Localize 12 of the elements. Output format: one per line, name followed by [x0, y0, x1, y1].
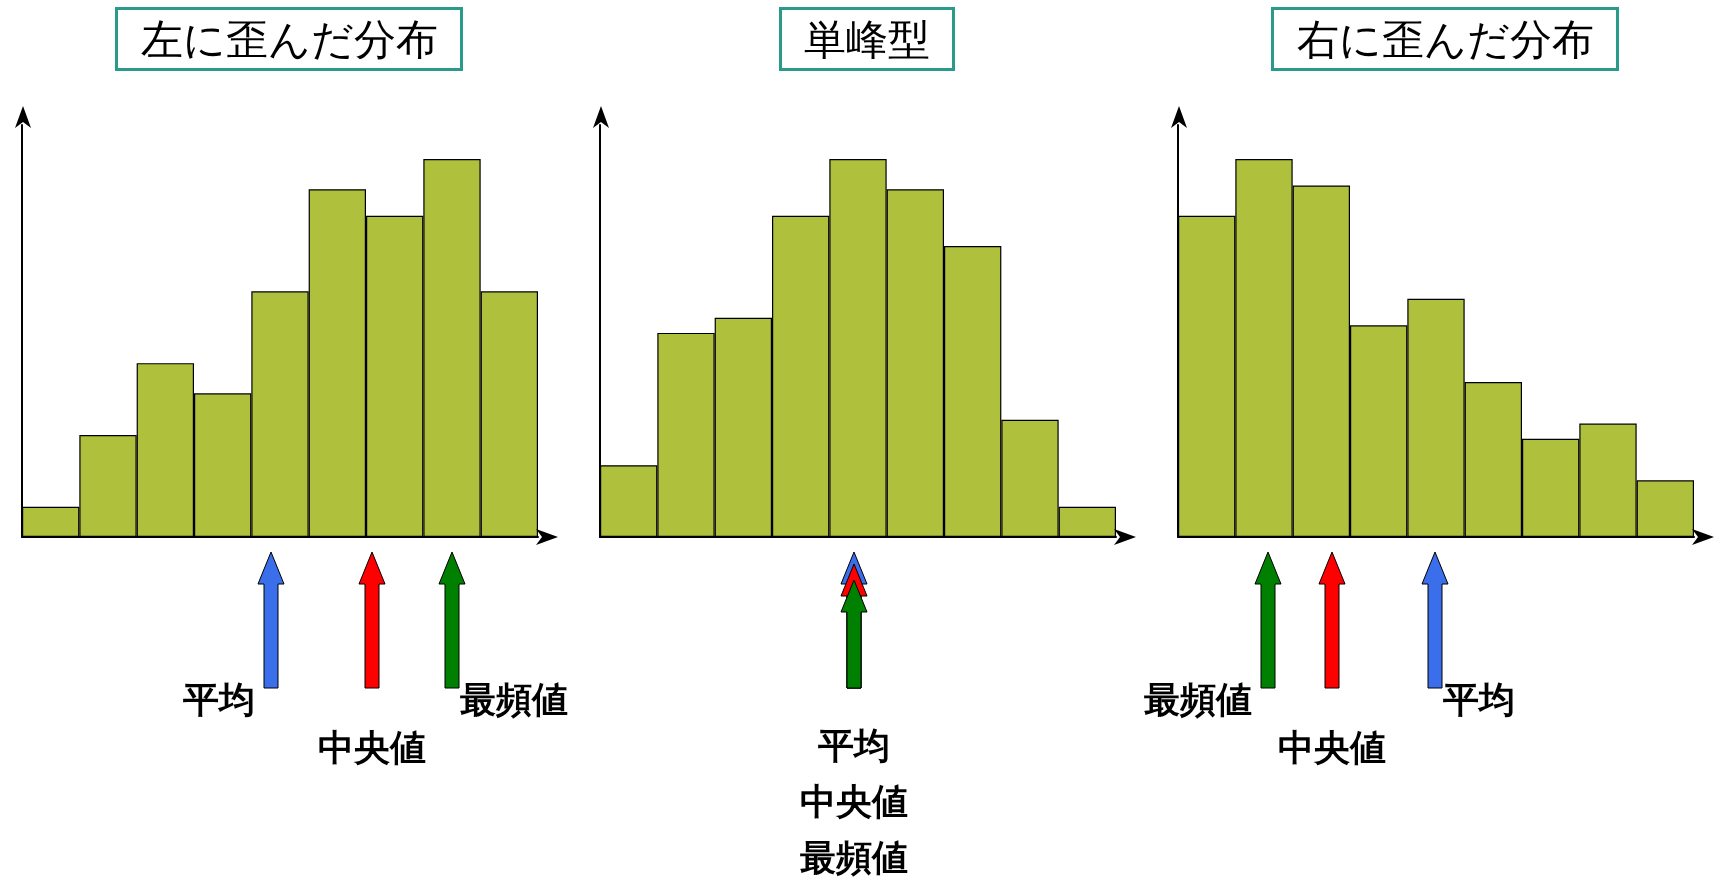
text: 平均 [1443, 679, 1516, 720]
text: 最頻値 [460, 679, 568, 720]
text: 中央値 [799, 781, 909, 822]
chart-title: 左に歪んだ分布 [140, 14, 438, 64]
text: 最頻値 [799, 837, 909, 878]
chart-title: 単峰型 [804, 14, 930, 64]
text: 平均 [183, 679, 256, 720]
text: 平均 [817, 725, 891, 766]
chart-title: 右に歪んだ分布 [1296, 14, 1594, 64]
text: 最頻値 [1144, 679, 1253, 720]
text: 中央値 [316, 727, 427, 768]
text: 中央値 [1277, 727, 1388, 768]
